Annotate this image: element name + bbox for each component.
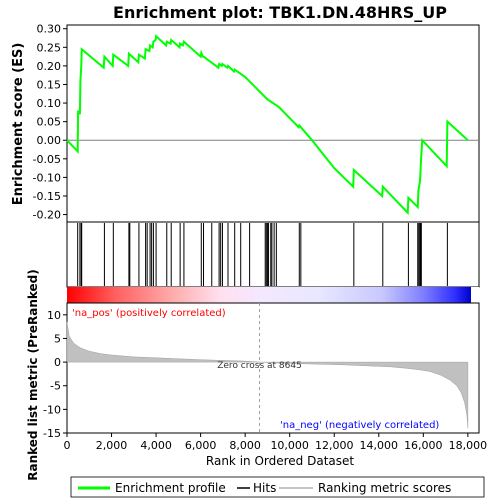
metric-x-axis-label: Rank in Ordered Dataset [206,454,354,468]
metric-y-tick-label: -10 [43,403,61,416]
es-y-tick-label: 0.10 [37,97,62,110]
es-y-tick-label: -0.15 [33,190,61,203]
metric-panel: 10 5 0 -5 -10 -15 0 2,000 4,000 6,000 8,000 10,000… [26,269,487,481]
es-y-tick-label: 0.30 [37,23,62,36]
metric-y-tick-label: -15 [43,427,61,440]
es-panel: 0.30 0.25 0.20 0.15 0.10 0.05 0.00 -0.05 -0.10 -0… [11,23,480,223]
x-tick-label: 14,000 [360,439,399,452]
metric-y-tick-label: 0 [54,356,61,369]
neg-correlated-label: 'na_neg' (negatively correlated) [280,420,439,431]
x-tick-label: 10,000 [270,439,309,452]
metric-y-tick-label: 10 [47,309,61,322]
es-y-axis: 0.30 0.25 0.20 0.15 0.10 0.05 0.00 -0.05 -0.10 -0… [33,23,67,222]
legend: Enrichment profile Hits Ranking metric s… [70,476,485,498]
enrichment-profile-line [66,34,469,216]
x-tick-label: 16,000 [404,439,443,452]
x-tick-label: 8,000 [229,439,261,452]
hits-frame [66,221,480,288]
x-tick-label: 2,000 [96,439,128,452]
metric-y-tick-label: -5 [50,380,61,393]
es-y-tick-label: 0.20 [37,60,62,73]
es-y-tick-label: -0.05 [33,153,61,166]
es-y-tick-label: 0.15 [37,78,62,91]
metric-x-axis: 0 2,000 4,000 6,000 8,000 10,000 12,000 14,000 1… [64,433,488,452]
ranking-metric-area [66,321,469,429]
rank-color-bar [67,287,471,303]
es-y-tick-label: 0.25 [37,41,62,54]
metric-y-axis: 10 5 0 -5 -10 -15 [43,309,67,440]
legend-box [70,476,485,498]
es-y-tick-label: 0.05 [37,116,62,129]
hit-lines [77,223,448,286]
zero-cross-label: Zero cross at 8645 [217,361,302,371]
es-y-tick-label: -0.10 [33,171,61,184]
es-y-tick-label: 0.00 [37,134,62,147]
x-tick-label: 12,000 [315,439,354,452]
metric-y-tick-label: 5 [54,332,61,345]
x-tick-label: 0 [64,439,71,452]
es-y-tick-label: -0.20 [33,209,61,222]
pos-correlated-label: 'na_pos' (positively correlated) [72,308,226,319]
legend-label-metric: Ranking metric scores [318,481,451,495]
chart-title: Enrichment plot: TBK1.DN.48HRS_UP [113,3,447,22]
es-plot-frame [66,24,480,223]
es-y-axis-label: Enrichment score (ES) [11,43,26,206]
x-tick-label: 18,000 [449,439,488,452]
x-tick-label: 4,000 [140,439,172,452]
rank-color-bar-tail [471,287,479,303]
x-tick-label: 6,000 [185,439,217,452]
legend-label-hits: Hits [253,481,276,495]
legend-label-profile: Enrichment profile [115,481,226,495]
metric-y-axis-label: Ranked list metric (PreRanked) [26,269,40,481]
hits-panel [66,221,480,288]
